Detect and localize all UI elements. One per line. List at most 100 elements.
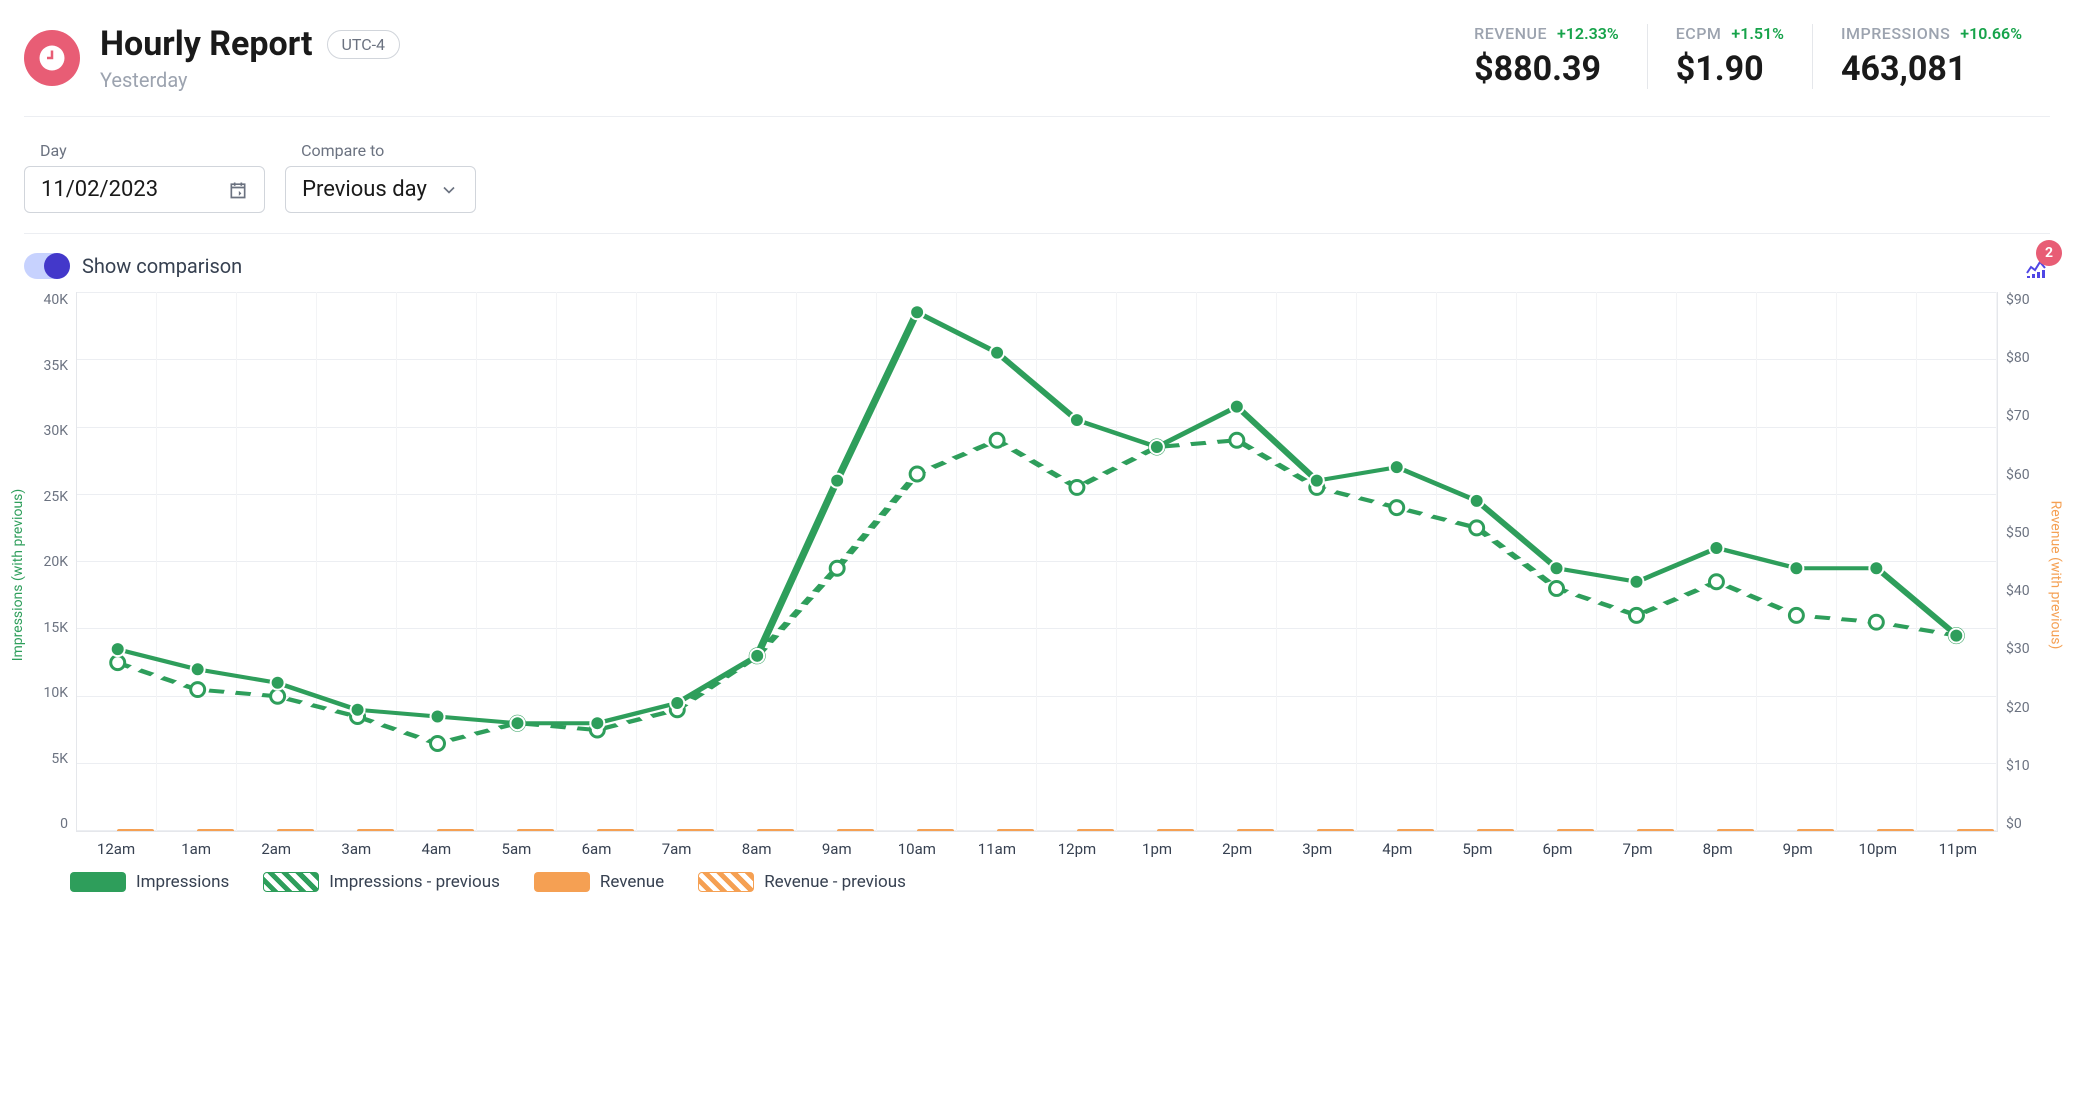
- impressions-prev-marker[interactable]: [1869, 615, 1883, 629]
- kpi-value: $880.39: [1474, 49, 1619, 89]
- y-tick: $80: [2006, 350, 2050, 366]
- kpi-delta: +10.66%: [1960, 24, 2022, 43]
- page-subtitle: Yesterday: [100, 68, 400, 92]
- x-tick: 6am: [556, 832, 636, 858]
- impressions-prev-marker[interactable]: [910, 467, 924, 481]
- impressions-marker[interactable]: [1949, 629, 1963, 643]
- clock-icon: [24, 30, 80, 86]
- impressions-marker[interactable]: [990, 346, 1004, 360]
- kpi: IMPRESSIONS+10.66%463,081: [1812, 24, 2050, 89]
- x-tick: 10am: [877, 832, 957, 858]
- x-tick: 8am: [717, 832, 797, 858]
- impressions-prev-marker[interactable]: [1230, 433, 1244, 447]
- x-tick: 7pm: [1597, 832, 1677, 858]
- comparison-toggle[interactable]: [24, 253, 70, 279]
- compare-select[interactable]: Previous day: [285, 166, 476, 213]
- day-label: Day: [24, 141, 265, 160]
- chart-notif-icon[interactable]: 2: [2022, 252, 2050, 280]
- legend-swatch: [263, 872, 319, 892]
- impressions-marker[interactable]: [1310, 474, 1324, 488]
- y-tick: $50: [2006, 525, 2050, 541]
- impressions-marker[interactable]: [590, 716, 604, 730]
- impressions-prev-marker[interactable]: [431, 736, 445, 750]
- impressions-prev-marker[interactable]: [1070, 480, 1084, 494]
- legend-item[interactable]: Revenue - previous: [698, 872, 906, 892]
- impressions-marker[interactable]: [1150, 440, 1164, 454]
- tz-badge: UTC-4: [327, 30, 401, 59]
- impressions-marker[interactable]: [510, 716, 524, 730]
- kpi-label: IMPRESSIONS: [1841, 24, 1950, 43]
- impressions-marker[interactable]: [1550, 561, 1564, 575]
- y-axis-left-label: Impressions (with previous): [10, 489, 26, 662]
- impressions-prev-marker[interactable]: [1470, 521, 1484, 535]
- legend-label: Revenue - previous: [764, 872, 906, 892]
- legend-label: Impressions: [136, 872, 229, 892]
- impressions-prev-marker[interactable]: [1709, 575, 1723, 589]
- kpi: ECPM+1.51%$1.90: [1647, 24, 1812, 89]
- y-tick: $20: [2006, 700, 2050, 716]
- impressions-marker[interactable]: [431, 710, 445, 724]
- legend: Impressions Impressions - previous Revenue…: [24, 858, 2050, 892]
- y-tick: 25K: [24, 489, 68, 505]
- y-ticks-left: 40K35K30K25K20K15K10K5K0: [24, 292, 76, 832]
- impressions-marker[interactable]: [910, 305, 924, 319]
- impressions-marker[interactable]: [111, 642, 125, 656]
- impressions-prev-marker[interactable]: [990, 433, 1004, 447]
- legend-item[interactable]: Revenue: [534, 872, 664, 892]
- kpi: REVENUE+12.33%$880.39: [1446, 24, 1647, 89]
- impressions-marker[interactable]: [1630, 575, 1644, 589]
- impressions-prev-marker[interactable]: [830, 561, 844, 575]
- x-tick: 12pm: [1037, 832, 1117, 858]
- x-tick: 6pm: [1517, 832, 1597, 858]
- x-tick: 9am: [797, 832, 877, 858]
- impressions-prev-marker[interactable]: [1789, 608, 1803, 622]
- impressions-marker[interactable]: [1789, 561, 1803, 575]
- impressions-marker[interactable]: [271, 676, 285, 690]
- page-title: Hourly Report: [100, 24, 313, 64]
- impressions-marker[interactable]: [1470, 494, 1484, 508]
- calendar-icon: [228, 180, 248, 200]
- impressions-marker[interactable]: [351, 703, 365, 717]
- y-tick: 40K: [24, 292, 68, 308]
- impressions-marker[interactable]: [670, 696, 684, 710]
- y-tick: 30K: [24, 423, 68, 439]
- x-tick: 11am: [957, 832, 1037, 858]
- y-axis-right-label: Revenue (with previous): [2048, 501, 2064, 650]
- day-value: 11/02/2023: [41, 177, 158, 202]
- impressions-prev-marker[interactable]: [111, 656, 125, 670]
- comparison-toggle-label: Show comparison: [82, 254, 242, 278]
- legend-label: Revenue: [600, 872, 664, 892]
- impressions-marker[interactable]: [1390, 460, 1404, 474]
- impressions-prev-marker[interactable]: [191, 683, 205, 697]
- x-tick: 2am: [236, 832, 316, 858]
- x-tick: 3am: [316, 832, 396, 858]
- legend-swatch: [70, 872, 126, 892]
- impressions-marker[interactable]: [1070, 413, 1084, 427]
- legend-label: Impressions - previous: [329, 872, 500, 892]
- kpi-delta: +12.33%: [1557, 24, 1619, 43]
- legend-item[interactable]: Impressions: [70, 872, 229, 892]
- impressions-marker[interactable]: [1869, 561, 1883, 575]
- legend-item[interactable]: Impressions - previous: [263, 872, 500, 892]
- chart: Impressions (with previous) Revenue (wit…: [24, 292, 2050, 858]
- y-tick: $30: [2006, 641, 2050, 657]
- day-input[interactable]: 11/02/2023: [24, 166, 265, 213]
- legend-swatch: [534, 872, 590, 892]
- impressions-prev-marker[interactable]: [1550, 581, 1564, 595]
- impressions-marker[interactable]: [750, 649, 764, 663]
- impressions-marker[interactable]: [1709, 541, 1723, 555]
- y-tick: $90: [2006, 292, 2050, 308]
- y-tick: 5K: [24, 751, 68, 767]
- impressions-marker[interactable]: [830, 474, 844, 488]
- y-tick: 10K: [24, 685, 68, 701]
- x-tick: 9pm: [1758, 832, 1838, 858]
- impressions-marker[interactable]: [1230, 400, 1244, 414]
- x-tick: 10pm: [1838, 832, 1918, 858]
- impressions-prev-marker[interactable]: [271, 689, 285, 703]
- kpi-delta: +1.51%: [1731, 24, 1784, 43]
- impressions-prev-marker[interactable]: [1390, 501, 1404, 515]
- impressions-marker[interactable]: [191, 662, 205, 676]
- kpi-row: REVENUE+12.33%$880.39ECPM+1.51%$1.90IMPR…: [1446, 24, 2050, 89]
- header: Hourly Report UTC-4 Yesterday REVENUE+12…: [24, 24, 2050, 117]
- impressions-prev-marker[interactable]: [1630, 608, 1644, 622]
